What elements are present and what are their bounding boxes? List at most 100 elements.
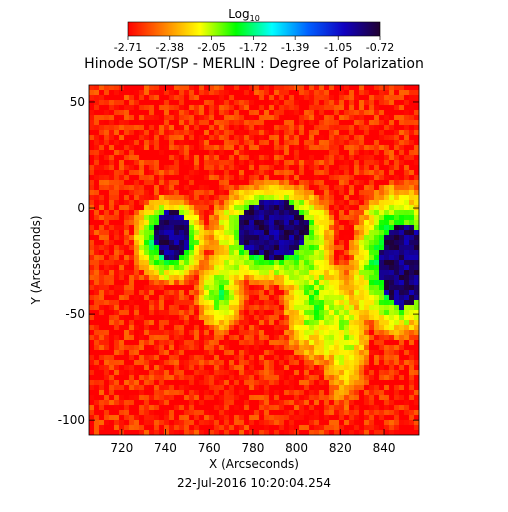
heatmap-cell: [89, 375, 95, 381]
heatmap-cell: [404, 110, 410, 116]
heatmap-cell: [384, 90, 390, 96]
heatmap-cell: [214, 310, 220, 316]
heatmap-cell: [169, 95, 175, 101]
colorbar-label: Log10: [228, 7, 260, 23]
heatmap-cell: [344, 390, 350, 396]
heatmap-cell: [189, 310, 195, 316]
heatmap-cell: [144, 305, 150, 311]
heatmap-cell: [414, 320, 419, 326]
heatmap-cell: [274, 325, 280, 331]
heatmap-cell: [399, 120, 405, 126]
heatmap-cell: [204, 295, 210, 301]
heatmap-cell: [89, 365, 95, 371]
heatmap-cell: [359, 225, 365, 231]
heatmap-cell: [119, 405, 125, 411]
heatmap-cell: [399, 345, 405, 351]
heatmap-cell: [209, 425, 215, 431]
heatmap-cell: [274, 195, 280, 201]
heatmap-cell: [394, 85, 400, 91]
heatmap-cell: [214, 425, 220, 431]
heatmap-cell: [109, 115, 115, 121]
heatmap-cell: [94, 120, 100, 126]
heatmap-cell: [359, 340, 365, 346]
heatmap-cell: [344, 225, 350, 231]
heatmap-cell: [119, 250, 125, 256]
heatmap-cell: [264, 420, 270, 426]
heatmap-cell: [369, 310, 375, 316]
heatmap-cell: [239, 125, 245, 131]
heatmap-cell: [294, 210, 300, 216]
heatmap-cell: [209, 310, 215, 316]
heatmap-cell: [384, 170, 390, 176]
heatmap-cell: [354, 415, 360, 421]
heatmap-cell: [264, 150, 270, 156]
heatmap-cell: [314, 430, 320, 435]
heatmap-cell: [399, 150, 405, 156]
heatmap-cell: [239, 320, 245, 326]
heatmap-cell: [179, 290, 185, 296]
heatmap-cell: [109, 120, 115, 126]
heatmap-cell: [394, 425, 400, 431]
heatmap-cell: [209, 420, 215, 426]
heatmap-cell: [199, 430, 205, 435]
heatmap-cell: [329, 370, 335, 376]
heatmap-cell: [264, 340, 270, 346]
heatmap-cell: [249, 390, 255, 396]
heatmap-cell: [294, 255, 300, 261]
heatmap-cell: [179, 255, 185, 261]
heatmap-cell: [379, 420, 385, 426]
heatmap-cell: [219, 425, 225, 431]
heatmap-cell: [114, 115, 120, 121]
heatmap-cell: [124, 225, 130, 231]
heatmap-cell: [234, 275, 240, 281]
heatmap-cell: [364, 375, 370, 381]
heatmap-cell: [409, 335, 415, 341]
heatmap-cell: [404, 130, 410, 136]
heatmap-cell: [414, 410, 419, 416]
heatmap-cell: [259, 145, 265, 151]
heatmap-cell: [314, 240, 320, 246]
heatmap-cell: [289, 290, 295, 296]
heatmap-cell: [164, 210, 170, 216]
heatmap-cell: [279, 100, 285, 106]
heatmap-cell: [349, 135, 355, 141]
colorbar-tick-label: -0.72: [366, 41, 394, 54]
heatmap-cell: [239, 270, 245, 276]
heatmap-cell: [239, 420, 245, 426]
heatmap-cell: [294, 175, 300, 181]
heatmap-cell: [294, 270, 300, 276]
heatmap-cell: [369, 285, 375, 291]
heatmap-cell: [249, 200, 255, 206]
heatmap-cell: [309, 255, 315, 261]
heatmap-cell: [299, 380, 305, 386]
heatmap-cell: [209, 360, 215, 366]
heatmap-cell: [104, 300, 110, 306]
heatmap-cell: [219, 235, 225, 241]
heatmap-cell: [349, 260, 355, 266]
heatmap-cell: [314, 105, 320, 111]
heatmap-cell: [354, 90, 360, 96]
heatmap-cell: [339, 145, 345, 151]
heatmap-cell: [324, 255, 330, 261]
heatmap-cell: [254, 190, 260, 196]
heatmap-cell: [149, 305, 155, 311]
heatmap-cell: [244, 335, 250, 341]
heatmap-cell: [169, 260, 175, 266]
heatmap-cell: [274, 145, 280, 151]
heatmap-cell: [134, 260, 140, 266]
heatmap-cell: [214, 410, 220, 416]
heatmap-cell: [314, 100, 320, 106]
heatmap-cell: [354, 395, 360, 401]
heatmap-cell: [344, 255, 350, 261]
heatmap-cell: [109, 420, 115, 426]
heatmap-cell: [124, 295, 130, 301]
heatmap-cell: [394, 200, 400, 206]
heatmap-cell: [319, 235, 325, 241]
heatmap-cell: [354, 375, 360, 381]
heatmap-cell: [329, 170, 335, 176]
heatmap-cell: [289, 265, 295, 271]
heatmap-cell: [184, 405, 190, 411]
heatmap-cell: [214, 200, 220, 206]
heatmap-cell: [144, 160, 150, 166]
heatmap-cell: [244, 155, 250, 161]
